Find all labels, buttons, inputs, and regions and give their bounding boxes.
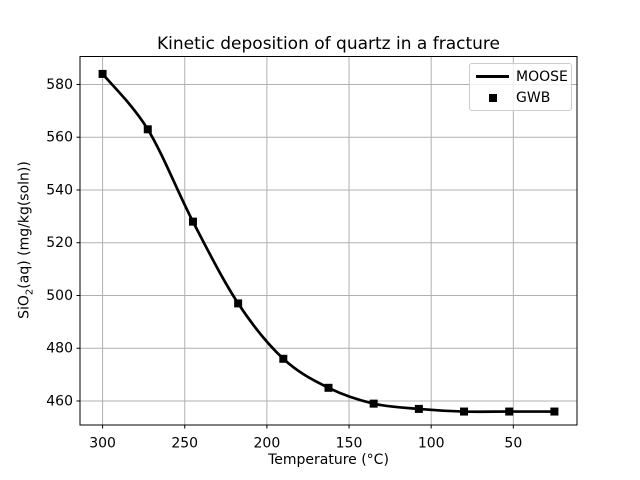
- legend: MOOSE GWB: [469, 63, 572, 111]
- gwb-marker: [550, 407, 559, 416]
- legend-entry-gwb: GWB: [476, 87, 565, 108]
- x-tick-label: 100: [418, 436, 445, 452]
- y-tick-label: 540: [46, 182, 73, 198]
- gwb-marker: [505, 407, 514, 416]
- y-tick-label: 580: [46, 77, 73, 93]
- gwb-marker: [324, 383, 333, 392]
- moose-swatch-box: [476, 75, 509, 78]
- gwb-marker-swatch: [488, 93, 497, 102]
- y-tick-label: 560: [46, 130, 73, 146]
- y-tick-label: 520: [46, 235, 73, 251]
- x-tick-label: 50: [504, 436, 522, 452]
- moose-line: [101, 72, 556, 414]
- gwb-marker: [188, 217, 197, 226]
- y-tick-label: 500: [46, 288, 73, 304]
- gwb-marker: [414, 404, 423, 413]
- x-tick-label: 200: [254, 436, 281, 452]
- legend-label-gwb: GWB: [516, 89, 551, 106]
- x-tick-label: 300: [89, 436, 116, 452]
- y-tick-label: 480: [46, 341, 73, 357]
- y-tick-label: 460: [46, 393, 73, 409]
- moose-line-swatch: [476, 75, 509, 78]
- gwb-marker: [369, 399, 378, 408]
- gwb-marker: [98, 69, 107, 78]
- legend-entry-moose: MOOSE: [476, 66, 568, 87]
- plot-border: [79, 56, 578, 426]
- x-axis-label: Temperature (°C): [268, 452, 389, 468]
- legend-label-moose: MOOSE: [516, 68, 568, 85]
- gwb-marker: [460, 407, 469, 416]
- gwb-swatch-box: [476, 93, 509, 102]
- gwb-marker: [279, 354, 288, 363]
- gwb-marker: [143, 125, 152, 134]
- x-tick-label: 250: [171, 436, 198, 452]
- x-tick-label: 150: [336, 436, 363, 452]
- gwb-marker: [234, 299, 243, 308]
- chart-title: Kinetic deposition of quartz in a fractu…: [157, 34, 500, 54]
